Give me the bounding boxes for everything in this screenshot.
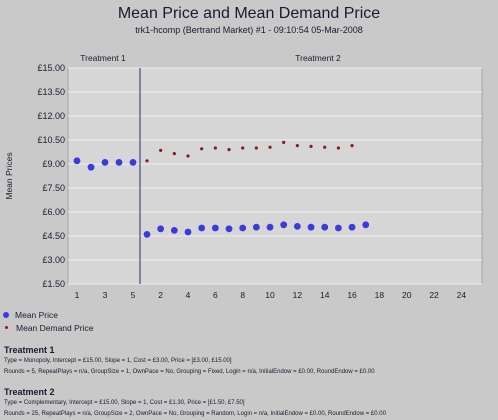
mean-price-point	[307, 223, 315, 231]
chart-subtitle: trk1-hcomp (Bertrand Market) #1 - 09:10:…	[135, 25, 363, 35]
legend-marker-mean-demand-price	[5, 326, 8, 329]
y-tick-label: £7.50	[42, 183, 65, 193]
treatment-1-block: Treatment 1 Type = Monopoly, Intercept =…	[4, 344, 494, 378]
mean-price-point	[252, 223, 260, 231]
mean-price-point	[334, 224, 342, 232]
treatment-1-label: Treatment 1	[80, 53, 126, 63]
mean-demand-price-point	[145, 159, 149, 163]
mean-price-point	[115, 159, 123, 166]
mean-demand-price-point	[172, 152, 176, 156]
treatment-1-line1: Type = Monopoly, Intercept = £15.00, Slo…	[4, 358, 232, 364]
y-tick-label: £13.50	[37, 87, 65, 97]
x-tick-label: 12	[293, 290, 303, 300]
mean-price-point	[362, 221, 370, 229]
y-tick-label: £3.00	[42, 255, 65, 265]
chart-title: Mean Price and Mean Demand Price	[117, 5, 381, 22]
x-tick-label: 20	[402, 290, 412, 300]
mean-demand-price-point	[268, 145, 272, 149]
y-tick-label: £15.00	[37, 63, 65, 73]
mean-demand-price-point	[241, 146, 245, 150]
legend-label-mean-demand-price: Mean Demand Price	[16, 322, 94, 333]
y-tick-label: £4.50	[42, 231, 65, 241]
x-tick-label: 2	[158, 290, 163, 300]
y-tick-label: £12.00	[37, 111, 65, 121]
mean-price-point	[170, 227, 178, 234]
mean-price-point	[239, 224, 247, 232]
x-tick-label: 16	[347, 290, 357, 300]
mean-price-point	[266, 223, 274, 231]
mean-price-point	[184, 228, 192, 236]
x-tick-label: 5	[131, 290, 136, 300]
x-tick-label: 10	[265, 290, 275, 300]
mean-demand-price-point	[350, 144, 354, 148]
mean-demand-price-point	[213, 146, 217, 150]
mean-price-point	[348, 223, 356, 231]
legend-item-mean-price: Mean Price	[3, 308, 93, 321]
x-tick-label: 1	[75, 290, 80, 300]
treatment-1-title: Treatment 1	[4, 345, 55, 355]
x-tick-label: 8	[240, 290, 245, 300]
mean-demand-price-point	[282, 140, 286, 144]
mean-price-point	[143, 231, 151, 238]
mean-price-point	[321, 223, 329, 231]
mean-demand-price-point	[323, 145, 327, 149]
treatment-2-title: Treatment 2	[4, 387, 55, 397]
legend-marker-mean-price	[3, 311, 9, 318]
mean-price-point	[198, 224, 206, 232]
mean-demand-price-point	[159, 148, 163, 152]
mean-demand-price-point	[336, 146, 340, 150]
y-tick-label: £9.00	[42, 159, 65, 169]
y-tick-label: £10.50	[37, 135, 65, 145]
treatment-2-label: Treatment 2	[295, 53, 341, 63]
chart-svg: £1.50 £3.00 £4.50 £6.00 £7.50 £9.00 £10.50 £12.…	[4, 53, 483, 300]
mean-demand-price-point	[186, 154, 190, 158]
x-tick-label: 22	[429, 290, 439, 300]
treatment-2-line1: Type = Complementary, Intercept = £15.00…	[4, 400, 245, 406]
mean-demand-price-point	[227, 148, 231, 152]
mean-price-point	[293, 223, 301, 230]
y-tick-label: £6.00	[42, 207, 65, 217]
mean-demand-price-point	[254, 146, 258, 150]
x-tick-label: 6	[213, 290, 218, 300]
y-axis-label: Mean Prices	[4, 152, 14, 199]
mean-demand-price-point	[309, 144, 313, 148]
x-tick-label: 3	[103, 290, 108, 300]
mean-price-point	[157, 225, 165, 233]
x-tick-label: 14	[320, 290, 330, 300]
y-tick-label: £1.50	[42, 279, 65, 289]
mean-price-point	[280, 221, 288, 229]
mean-price-point	[211, 224, 219, 232]
treatment-2-block: Treatment 2 Type = Complementary, Interc…	[4, 386, 494, 420]
mean-demand-price-point	[295, 144, 299, 148]
mean-price-point	[129, 159, 137, 166]
treatment-2-line2: Rounds = 25, RepeatPlays = n/a, GroupSiz…	[4, 411, 386, 417]
legend: Mean Price Mean Demand Price	[3, 308, 93, 334]
mean-price-point	[87, 163, 95, 171]
mean-price-point	[73, 157, 81, 165]
treatment-1-line2: Rounds = 5, RepeatPlays = n/a, GroupSize…	[4, 369, 375, 375]
legend-item-mean-demand-price: Mean Demand Price	[3, 321, 93, 334]
legend-label-mean-price: Mean Price	[15, 309, 58, 320]
mean-price-point	[225, 225, 233, 233]
mean-demand-price-point	[200, 147, 204, 151]
x-tick-label: 24	[457, 290, 467, 300]
x-tick-label: 4	[186, 290, 191, 300]
mean-price-point	[101, 159, 109, 166]
x-tick-label: 18	[375, 290, 385, 300]
plot-area	[67, 67, 483, 285]
